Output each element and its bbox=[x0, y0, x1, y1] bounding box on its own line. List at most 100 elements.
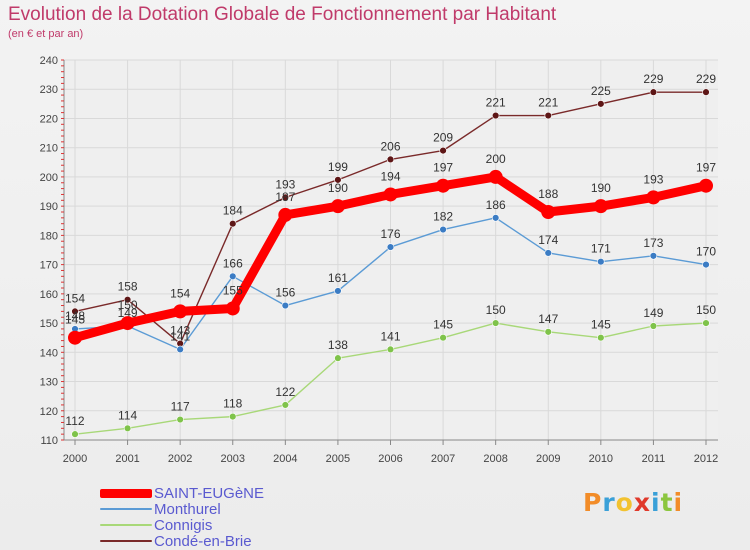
data-label: 154 bbox=[170, 286, 190, 300]
legend-swatch bbox=[100, 524, 152, 526]
data-label: 229 bbox=[643, 72, 663, 86]
data-point bbox=[541, 205, 556, 219]
data-label: 117 bbox=[171, 400, 190, 414]
data-point bbox=[71, 430, 79, 438]
brand-letter: i bbox=[673, 488, 684, 517]
data-label: 166 bbox=[223, 256, 243, 270]
data-point bbox=[491, 319, 500, 327]
data-point bbox=[176, 345, 184, 354]
data-label: 145 bbox=[65, 313, 85, 327]
data-label: 200 bbox=[486, 152, 506, 166]
x-tick-label: 2001 bbox=[115, 453, 139, 465]
data-point bbox=[439, 225, 447, 234]
data-point bbox=[229, 272, 237, 281]
data-point bbox=[649, 252, 658, 260]
x-tick-label: 2010 bbox=[589, 453, 613, 465]
data-label: 150 bbox=[118, 298, 138, 312]
x-tick-label: 2011 bbox=[642, 453, 666, 465]
data-point bbox=[597, 100, 605, 108]
x-tick-label: 2009 bbox=[536, 453, 560, 465]
data-label: 158 bbox=[118, 280, 138, 294]
data-label: 199 bbox=[328, 160, 348, 174]
legend-label: Condé-en-Brie bbox=[154, 532, 252, 550]
data-point bbox=[702, 260, 710, 269]
data-label: 221 bbox=[538, 96, 558, 110]
data-point bbox=[334, 354, 342, 362]
data-label: 156 bbox=[275, 286, 295, 300]
data-point bbox=[544, 328, 552, 336]
data-label: 225 bbox=[591, 84, 611, 98]
data-label: 148 bbox=[65, 309, 85, 323]
data-point bbox=[702, 88, 710, 96]
data-label: 229 bbox=[696, 72, 716, 86]
data-label: 145 bbox=[591, 318, 611, 332]
data-point bbox=[436, 178, 451, 193]
data-point bbox=[702, 319, 710, 327]
data-point bbox=[488, 169, 503, 184]
data-point bbox=[281, 301, 290, 310]
x-tick-label: 2008 bbox=[483, 453, 507, 465]
x-tick-label: 2007 bbox=[431, 453, 455, 465]
data-point bbox=[386, 155, 395, 164]
legend: SAINT-EUGèNE Monthurel Connigis Condé-en-Br… bbox=[100, 485, 264, 549]
y-tick-label: 120 bbox=[40, 406, 58, 418]
data-label: 206 bbox=[380, 139, 400, 153]
data-label: 173 bbox=[643, 236, 663, 250]
y-tick-label: 170 bbox=[40, 260, 58, 272]
data-label: 161 bbox=[328, 271, 348, 285]
data-point bbox=[123, 295, 132, 304]
data-point bbox=[281, 193, 290, 202]
data-label: 122 bbox=[275, 385, 295, 399]
data-point bbox=[281, 401, 290, 409]
data-label: 145 bbox=[433, 318, 453, 332]
y-tick-label: 180 bbox=[40, 230, 58, 242]
data-point bbox=[386, 345, 395, 354]
data-label: 197 bbox=[433, 161, 453, 175]
data-label: 118 bbox=[223, 397, 242, 411]
data-label: 190 bbox=[591, 181, 611, 195]
data-point bbox=[439, 333, 447, 342]
data-point bbox=[278, 207, 293, 222]
data-label: 149 bbox=[643, 306, 663, 320]
legend-swatch bbox=[100, 540, 152, 542]
data-label: 149 bbox=[118, 306, 138, 320]
data-label: 184 bbox=[223, 204, 243, 218]
data-point bbox=[383, 187, 398, 202]
y-tick-label: 190 bbox=[40, 201, 58, 213]
data-label: 194 bbox=[380, 169, 400, 183]
data-label: 114 bbox=[118, 408, 137, 422]
brand-letter: o bbox=[615, 488, 634, 517]
data-label: 188 bbox=[538, 187, 558, 201]
y-tick-label: 130 bbox=[40, 377, 58, 389]
x-tick-label: 2002 bbox=[168, 453, 192, 465]
data-label: 154 bbox=[65, 291, 85, 305]
data-point bbox=[491, 111, 500, 120]
data-label: 171 bbox=[591, 242, 611, 256]
brand-letter: P bbox=[583, 488, 603, 517]
brand-letter: t bbox=[660, 488, 674, 517]
legend-label: Connigis bbox=[154, 516, 213, 534]
legend-swatch bbox=[100, 488, 152, 498]
y-tick-label: 230 bbox=[40, 84, 58, 96]
data-point bbox=[649, 88, 658, 96]
legend-swatch bbox=[100, 508, 152, 510]
data-label: 170 bbox=[696, 245, 716, 259]
data-label: 190 bbox=[328, 181, 348, 195]
data-point bbox=[491, 214, 500, 222]
data-point bbox=[649, 322, 658, 330]
data-point bbox=[439, 146, 447, 155]
data-label: 187 bbox=[275, 190, 295, 204]
legend-item: Connigis bbox=[100, 517, 264, 533]
data-point bbox=[330, 199, 345, 214]
data-label: 221 bbox=[486, 96, 506, 110]
legend-label: SAINT-EUGèNE bbox=[154, 484, 265, 502]
data-point bbox=[597, 333, 605, 342]
x-tick-label: 2012 bbox=[694, 453, 718, 465]
y-tick-label: 240 bbox=[40, 55, 58, 67]
chart-subtitle: (en € et par an) bbox=[8, 28, 84, 40]
data-label: 147 bbox=[538, 312, 558, 326]
data-label: 182 bbox=[433, 210, 453, 224]
data-point bbox=[229, 219, 237, 228]
x-tick-label: 2005 bbox=[326, 453, 350, 465]
